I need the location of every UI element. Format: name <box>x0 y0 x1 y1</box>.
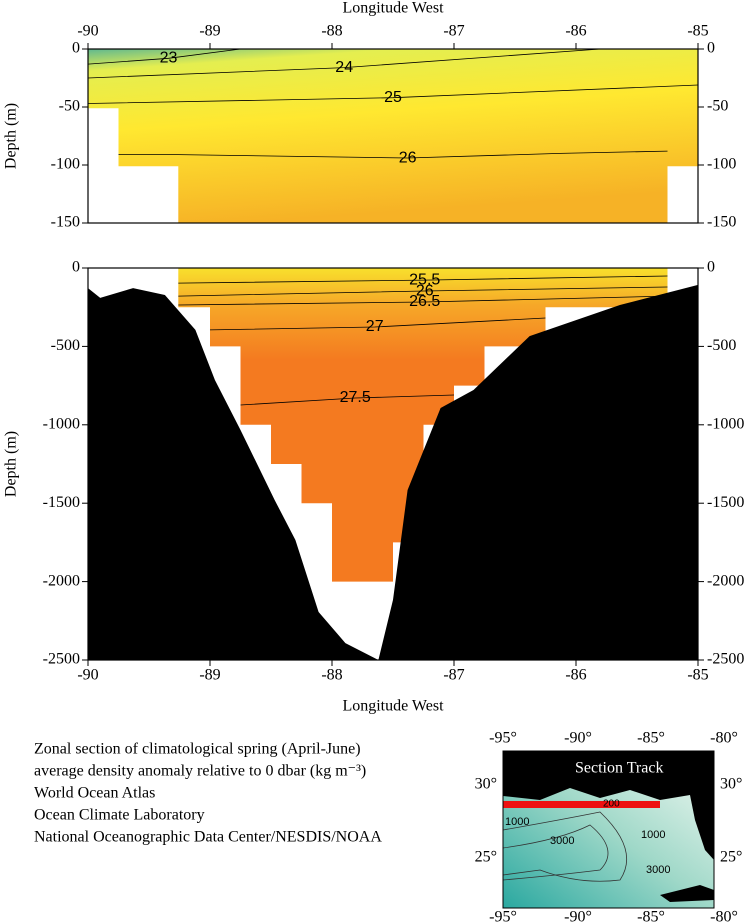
contour-line <box>178 275 668 284</box>
map-lon-label: -80° <box>710 909 738 922</box>
x-tick-label: -85 <box>687 23 708 40</box>
y-tick-label: -100 <box>51 156 80 173</box>
section-track <box>503 801 660 808</box>
map-depth-label: 3000 <box>550 835 574 847</box>
y-tick-label: -150 <box>707 214 736 231</box>
caption-line: average density anomaly relative to 0 db… <box>34 763 366 780</box>
contour-label: 24 <box>335 59 353 76</box>
x-tick-label: -87 <box>443 23 464 40</box>
x-tick-label: -88 <box>321 23 342 40</box>
plots: 23 24 25 26 0 0 -50 -50 -100 -100 -150 -150 -90 -89 -8… <box>3 0 745 715</box>
contour-label: 27 <box>366 318 384 335</box>
y-axis-title: Depth (m) <box>3 431 20 497</box>
contour-line <box>87 48 601 79</box>
map-lon-label: -80° <box>710 730 738 747</box>
x-tick-label: -90 <box>77 667 98 684</box>
map-lon-label: -85° <box>637 730 665 747</box>
map-lon-label: -95° <box>489 909 517 922</box>
y-axis-title: Depth (m) <box>3 103 20 169</box>
map-depth-label: 1000 <box>641 829 665 841</box>
y-tick-label: -2000 <box>43 572 80 589</box>
contour-line <box>118 150 668 159</box>
contour-line <box>178 286 668 297</box>
y-tick-label: -2000 <box>707 572 744 589</box>
map-land <box>690 790 714 860</box>
caption-line: World Ocean Atlas <box>34 785 155 802</box>
y-tick-label: -50 <box>59 98 80 115</box>
y-tick-label: -2500 <box>43 651 80 668</box>
map-frame <box>502 750 715 909</box>
y-tick-label: 0 <box>72 40 80 57</box>
map-land <box>503 751 714 800</box>
map-lon-label: -90° <box>564 730 592 747</box>
map-title: Section Track <box>575 760 663 777</box>
caption-line: Ocean Climate Laboratory <box>34 807 205 824</box>
x-tick-label: -86 <box>565 23 586 40</box>
inset-map: Section Track -95° -90° -85° -80° -95° -… <box>475 730 743 922</box>
contour-label: 23 <box>160 49 178 66</box>
x-tick-label: -90 <box>77 23 98 40</box>
x-tick-label: -88 <box>321 667 342 684</box>
y-tick-label: -50 <box>707 98 728 115</box>
y-tick-label: -100 <box>707 156 736 173</box>
y-tick-label: -1000 <box>707 415 744 432</box>
y-tick-label: 0 <box>707 40 715 57</box>
data-field <box>88 49 698 223</box>
map-lat-label: 25° <box>720 849 742 866</box>
y-tick-label: -1000 <box>43 415 80 432</box>
map-lat-label: 30° <box>720 776 742 793</box>
map-depth-label: 1000 <box>505 816 529 828</box>
x-tick-label: -89 <box>199 667 220 684</box>
caption-line: National Oceanographic Data Center/NESDI… <box>34 829 382 846</box>
contour-label: 25 <box>384 89 402 106</box>
x-tick-label: -87 <box>443 667 464 684</box>
contour-label: 26.5 <box>409 293 440 310</box>
contour-label: 26 <box>416 282 434 299</box>
x-axis-title: Longitude West <box>342 698 444 715</box>
x-tick-label: -86 <box>565 667 586 684</box>
contour-line <box>240 394 455 406</box>
caption-line: Zonal section of climatological spring (… <box>34 741 361 758</box>
contour-line <box>209 317 546 331</box>
map-depth-label: 3000 <box>646 864 670 876</box>
plot-frame <box>87 267 699 661</box>
y-tick-label: -150 <box>51 214 80 231</box>
contour-line <box>178 295 668 306</box>
y-tick-label: -500 <box>707 337 736 354</box>
plot-frame <box>87 48 699 224</box>
map-contour <box>502 824 609 881</box>
caption: Zonal section of climatological spring (… <box>34 741 382 846</box>
x-tick-label: -89 <box>199 23 220 40</box>
map-lon-label: -85° <box>637 909 665 922</box>
map-lon-label: -95° <box>489 730 517 747</box>
contour-label: 26 <box>399 149 417 166</box>
contour-label: 27.5 <box>340 389 371 406</box>
sea-floor <box>88 284 698 660</box>
contour-line <box>87 84 699 104</box>
y-tick-label: 0 <box>707 259 715 276</box>
y-tick-label: -2500 <box>707 651 744 668</box>
x-axis-title: Longitude West <box>342 0 444 17</box>
contour-label: 25.5 <box>409 271 440 288</box>
map-land <box>660 885 714 902</box>
contour-line <box>87 48 241 65</box>
y-tick-label: 0 <box>72 259 80 276</box>
map-contour <box>502 811 627 882</box>
x-tick-label: -85 <box>687 667 708 684</box>
y-tick-label: -1500 <box>707 494 744 511</box>
map-lat-label: 25° <box>475 849 497 866</box>
map-lon-label: -90° <box>564 909 592 922</box>
y-tick-label: -1500 <box>43 494 80 511</box>
y-tick-label: -500 <box>51 337 80 354</box>
map-lat-label: 30° <box>475 776 497 793</box>
map-depth-label: 200 <box>603 799 620 810</box>
